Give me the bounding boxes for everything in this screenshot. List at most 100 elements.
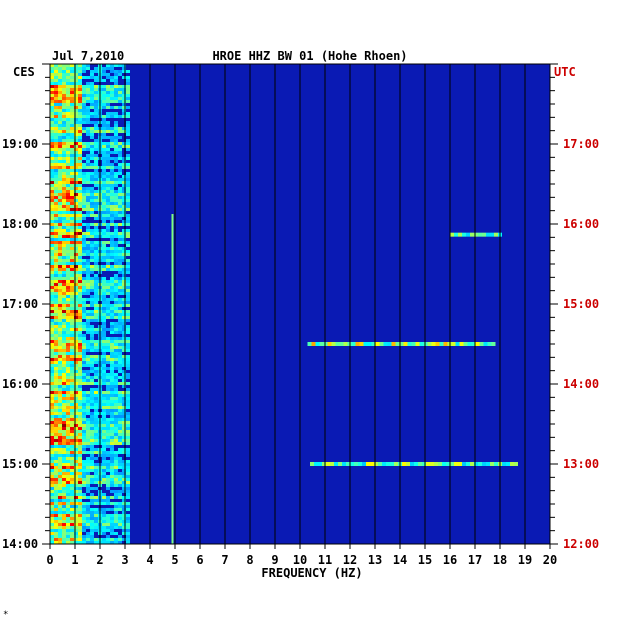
spectral-cell xyxy=(66,463,70,466)
spectral-cell xyxy=(102,409,106,412)
spectral-cell xyxy=(86,112,90,115)
spectral-cell xyxy=(86,304,90,307)
spectral-cell xyxy=(118,457,122,460)
spectral-cell xyxy=(86,292,90,295)
spectral-cell xyxy=(90,88,94,91)
spectral-cell xyxy=(70,190,74,193)
spectral-cell xyxy=(58,67,62,70)
spectral-cell xyxy=(54,178,58,181)
spectral-cell xyxy=(50,85,54,88)
spectral-cell xyxy=(58,205,62,208)
spectral-cell xyxy=(74,184,78,187)
spectral-cell xyxy=(110,385,114,388)
spectral-cell xyxy=(70,196,74,199)
spectral-cell xyxy=(102,463,106,466)
spectral-cell xyxy=(106,172,110,175)
spectral-cell xyxy=(86,214,90,217)
spectral-cell xyxy=(54,481,58,484)
spectral-cell xyxy=(82,436,86,439)
spectral-cell xyxy=(118,100,122,103)
spectral-cell xyxy=(126,337,130,340)
spectral-cell xyxy=(94,487,98,490)
spectral-cell xyxy=(50,133,54,136)
spectral-cell xyxy=(106,526,110,529)
spectral-cell xyxy=(102,445,106,448)
spectral-cell xyxy=(58,208,62,211)
spectral-cell xyxy=(54,265,58,268)
spectral-cell xyxy=(74,214,78,217)
spectral-cell xyxy=(102,202,106,205)
spectral-cell xyxy=(74,322,78,325)
spectral-cell xyxy=(62,463,66,466)
spectral-cell xyxy=(110,376,114,379)
spectral-cell xyxy=(126,301,130,304)
spectral-cell xyxy=(50,484,54,487)
spectral-cell xyxy=(118,91,122,94)
spectral-cell xyxy=(118,541,122,544)
spectral-cell xyxy=(78,109,82,112)
spectral-cell xyxy=(54,64,58,67)
spectral-cell xyxy=(50,280,54,283)
spectral-cell xyxy=(78,193,82,196)
spectral-cell xyxy=(122,397,126,400)
spectral-cell xyxy=(58,214,62,217)
spectral-cell xyxy=(106,88,110,91)
spectral-cell xyxy=(58,286,62,289)
spectral-cell xyxy=(118,412,122,415)
spectral-event xyxy=(470,232,474,237)
spectral-cell xyxy=(106,145,110,148)
spectral-cell xyxy=(114,208,118,211)
spectral-cell xyxy=(50,487,54,490)
spectral-cell xyxy=(74,250,78,253)
spectral-cell xyxy=(82,478,86,481)
spectral-cell xyxy=(78,394,82,397)
spectral-cell xyxy=(58,541,62,544)
spectral-cell xyxy=(54,67,58,70)
spectral-cell xyxy=(78,430,82,433)
spectral-cell xyxy=(82,259,86,262)
spectral-cell xyxy=(102,283,106,286)
spectral-cell xyxy=(114,295,118,298)
spectral-cell xyxy=(82,268,86,271)
spectral-cell xyxy=(82,205,86,208)
spectral-cell xyxy=(90,367,94,370)
spectral-cell xyxy=(66,517,70,520)
spectral-cell xyxy=(54,256,58,259)
spectral-cell xyxy=(50,109,54,112)
spectral-cell xyxy=(118,187,122,190)
spectral-cell xyxy=(86,436,90,439)
spectral-cell xyxy=(118,292,122,295)
spectral-cell xyxy=(106,418,110,421)
spectral-cell xyxy=(70,448,74,451)
spectral-cell xyxy=(62,328,66,331)
spectral-cell xyxy=(126,484,130,487)
spectral-cell xyxy=(58,514,62,517)
spectral-cell xyxy=(58,268,62,271)
spectral-cell xyxy=(70,349,74,352)
spectral-cell xyxy=(78,451,82,454)
spectral-cell xyxy=(82,529,86,532)
spectral-cell xyxy=(102,358,106,361)
spectral-cell xyxy=(82,391,86,394)
spectral-cell xyxy=(50,76,54,79)
spectral-cell xyxy=(86,532,90,535)
spectral-cell xyxy=(50,91,54,94)
spectral-cell xyxy=(62,388,66,391)
spectral-event xyxy=(454,232,458,237)
spectral-cell xyxy=(122,304,126,307)
spectral-cell xyxy=(66,454,70,457)
spectral-cell xyxy=(90,376,94,379)
spectral-cell xyxy=(90,448,94,451)
spectral-cell xyxy=(110,181,114,184)
spectral-cell xyxy=(114,346,118,349)
spectral-cell xyxy=(54,484,58,487)
spectral-cell xyxy=(82,535,86,538)
spectral-cell xyxy=(126,82,130,85)
spectral-cell xyxy=(50,454,54,457)
spectral-cell xyxy=(74,523,78,526)
spectral-cell xyxy=(82,358,86,361)
spectral-cell xyxy=(74,172,78,175)
spectral-cell xyxy=(114,538,118,541)
spectral-cell xyxy=(70,295,74,298)
spectral-cell xyxy=(54,511,58,514)
